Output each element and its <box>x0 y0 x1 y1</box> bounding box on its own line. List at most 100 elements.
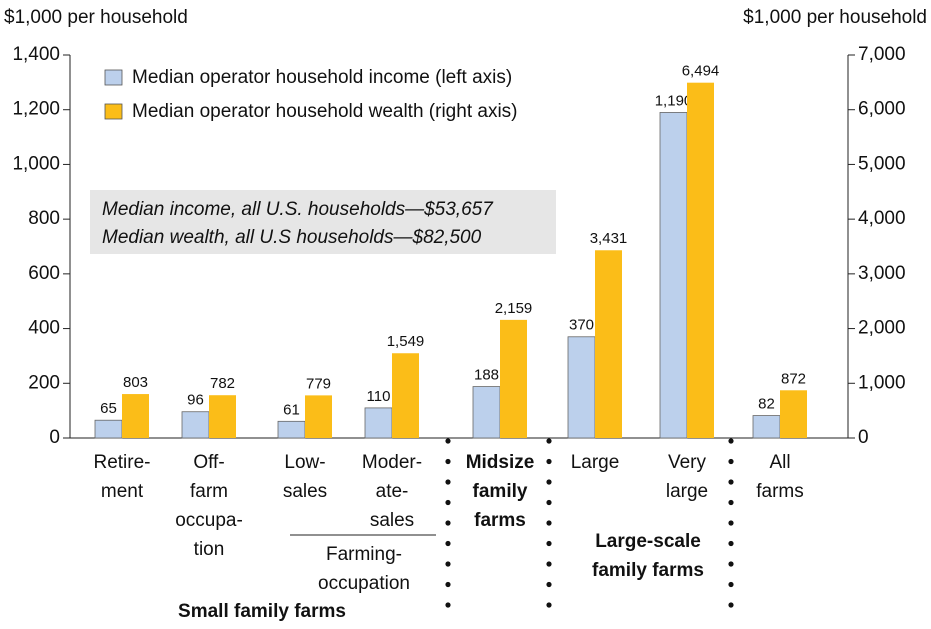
y-tick-label: 1,000 <box>12 153 60 174</box>
x-tick-label: Low- <box>284 452 325 473</box>
separator-dot <box>728 499 734 506</box>
y2-tick-label: 1,000 <box>858 372 906 393</box>
bar <box>364 407 393 439</box>
separator-dot <box>546 581 552 588</box>
x-tick-label: large <box>666 481 708 502</box>
separator-dot <box>546 540 552 547</box>
y-tick-label: 200 <box>28 372 60 393</box>
separator-dot <box>445 602 451 608</box>
separator-dot <box>445 499 451 506</box>
group-label: family farms <box>592 560 704 581</box>
value-label: 872 <box>781 370 806 387</box>
annotation: Median wealth, all U.S households—$82,50… <box>102 227 482 248</box>
value-label: 803 <box>123 374 148 391</box>
separator-dot <box>445 438 451 444</box>
y-tick-label: 800 <box>28 208 60 229</box>
y-tick-label: 600 <box>28 263 60 284</box>
bar <box>122 394 149 438</box>
separator-dot <box>445 520 451 526</box>
annotation: Median income, all U.S. households—$53,6… <box>102 199 494 220</box>
y2-tick-label: 7,000 <box>858 44 906 65</box>
x-tick-label: ment <box>101 481 144 502</box>
y2-tick-label: 5,000 <box>858 153 906 174</box>
separator-dot <box>546 479 552 485</box>
bar <box>94 419 123 439</box>
group-label: occupation <box>318 573 410 594</box>
bar <box>181 411 210 439</box>
bar <box>277 420 306 439</box>
x-tick-label: tion <box>194 539 225 560</box>
x-tick-label: farms <box>756 481 804 502</box>
separator-dot <box>546 602 552 608</box>
value-label: 188 <box>474 367 499 384</box>
y-tick-label: 0 <box>49 427 60 448</box>
x-tick-label: family <box>473 481 528 502</box>
x-tick-label: Off- <box>193 452 224 473</box>
y2-tick-label: 0 <box>858 427 869 448</box>
separator-dot <box>546 499 552 506</box>
x-tick-label: sales <box>370 510 414 531</box>
value-label: 3,431 <box>590 230 628 247</box>
value-label: 65 <box>100 400 117 417</box>
value-label: 779 <box>306 375 331 392</box>
value-label: 370 <box>569 317 594 334</box>
x-tick-label: sales <box>283 481 327 502</box>
bar <box>392 353 419 438</box>
y2-tick-label: 2,000 <box>858 318 906 339</box>
y-tick-label: 1,400 <box>12 44 60 65</box>
bar <box>687 82 714 438</box>
separator-dot <box>445 561 451 567</box>
separator-dot <box>728 479 734 485</box>
separator-dot <box>728 540 734 547</box>
separator-dot <box>728 520 734 526</box>
x-tick-label: farms <box>474 510 526 531</box>
y2-tick-label: 4,000 <box>858 208 906 229</box>
bar <box>209 395 236 438</box>
separator-dot <box>728 561 734 567</box>
bar <box>472 386 501 439</box>
legend-swatch <box>104 103 123 120</box>
legend-label: Median operator household wealth (right … <box>132 101 518 122</box>
value-label: 61 <box>283 401 300 418</box>
annotation-box <box>90 190 556 254</box>
separator-dot <box>728 602 734 608</box>
x-tick-label: Retire- <box>93 452 150 473</box>
separator-dot <box>546 520 552 526</box>
value-label: 82 <box>758 396 775 413</box>
y-tick-label: 400 <box>28 318 60 339</box>
separator-dot <box>728 458 734 465</box>
x-tick-label: occupa- <box>175 510 243 531</box>
separator-dot <box>546 561 552 567</box>
value-label: 1,549 <box>387 333 425 350</box>
group-label: Small family farms <box>178 601 346 622</box>
bar <box>752 415 781 439</box>
x-tick-label: All <box>769 452 790 473</box>
value-label: 782 <box>210 375 235 392</box>
y-axis-label: $1,000 per household <box>4 7 188 28</box>
group-label: Farming- <box>326 544 402 565</box>
separator-dot <box>546 458 552 465</box>
bar <box>500 319 527 438</box>
x-tick-label: Very <box>668 452 707 473</box>
x-tick-label: Moder- <box>362 452 422 473</box>
value-label: 110 <box>367 388 391 405</box>
value-label: 6,494 <box>682 63 720 80</box>
legend-label: Median operator household income (left a… <box>132 67 512 88</box>
value-label: 1,190 <box>655 92 693 109</box>
x-tick-label: farm <box>190 481 228 502</box>
y2-axis-label: $1,000 per household <box>743 7 927 28</box>
x-tick-label: ate- <box>376 481 409 502</box>
separator-dot <box>728 581 734 588</box>
legend-swatch <box>104 69 123 86</box>
y2-tick-label: 6,000 <box>858 99 906 120</box>
x-tick-label: Midsize <box>466 452 535 473</box>
group-label: Large-scale <box>595 531 701 552</box>
x-tick-label: Large <box>571 452 620 473</box>
bar <box>567 336 596 439</box>
value-label: 96 <box>187 392 204 409</box>
separator-dot <box>728 438 734 444</box>
y2-tick-label: 3,000 <box>858 263 906 284</box>
separator-dot <box>445 540 451 547</box>
value-label: 2,159 <box>495 300 533 317</box>
